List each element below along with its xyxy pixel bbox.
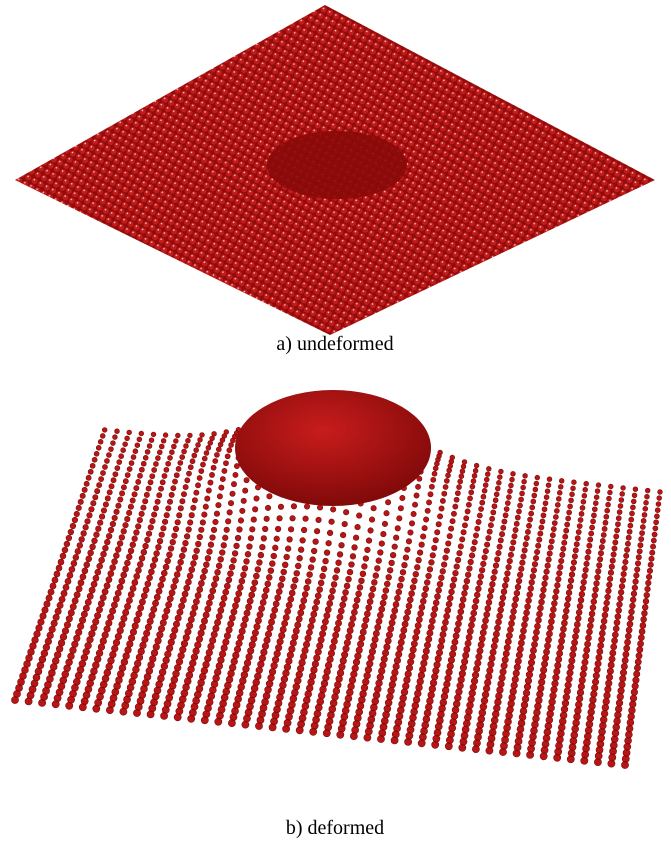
inclusion <box>267 131 407 199</box>
panel-deformed <box>11 390 662 769</box>
figure: a) undeformed b) deformed <box>0 0 671 845</box>
dome <box>235 390 431 506</box>
caption: b) deformed <box>286 817 384 839</box>
caption: a) undeformed <box>276 333 393 355</box>
panel-undeformed <box>15 5 655 335</box>
page: {"figure": {"panels": [{"caption": "a) u… <box>0 0 671 845</box>
